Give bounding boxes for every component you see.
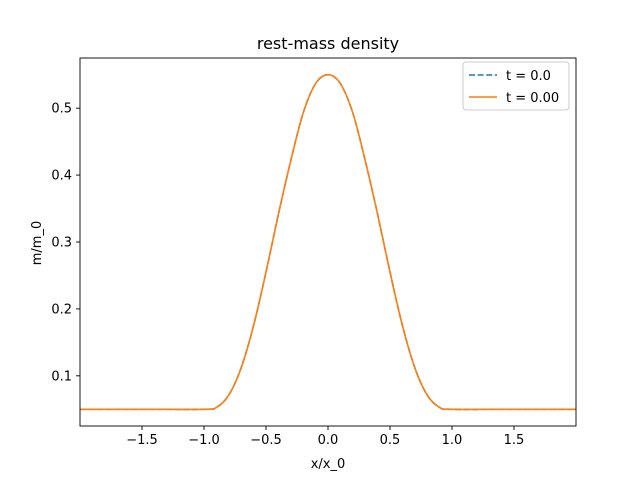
legend-box [462, 61, 570, 111]
x-axis-ticks: −1.5 −1.0 −0.5 0.0 0.5 1.0 1.5 [126, 426, 524, 448]
y-tick-label: 0.1 [51, 369, 72, 384]
x-tick-label: −0.5 [250, 433, 282, 448]
plot-area [79, 57, 577, 427]
axes-frame [79, 57, 577, 427]
legend-label-1: t = 0.0 [506, 69, 551, 84]
y-axis-label: m/m_0 [30, 221, 45, 265]
chart-title: rest-mass density [257, 34, 399, 53]
y-tick-label: 0.3 [51, 236, 72, 251]
y-tick-label: 0.5 [51, 102, 72, 117]
legend-label-2: t = 0.00 [506, 91, 559, 106]
y-axis-ticks: 0.1 0.2 0.3 0.4 0.5 [51, 102, 80, 384]
legend: t = 0.0 t = 0.00 [462, 61, 570, 111]
x-tick-label: 0.5 [380, 433, 401, 448]
series-line-2 [80, 73, 576, 411]
y-tick-label: 0.4 [51, 169, 72, 184]
x-tick-label: 0.0 [318, 433, 339, 448]
x-tick-label: −1.5 [126, 433, 158, 448]
x-axis-label: x/x_0 [311, 457, 346, 472]
x-tick-label: −1.0 [188, 433, 220, 448]
y-tick-label: 0.2 [51, 302, 72, 317]
series-line-1 [80, 73, 576, 411]
x-tick-label: 1.5 [504, 433, 525, 448]
x-tick-label: 1.0 [442, 433, 463, 448]
